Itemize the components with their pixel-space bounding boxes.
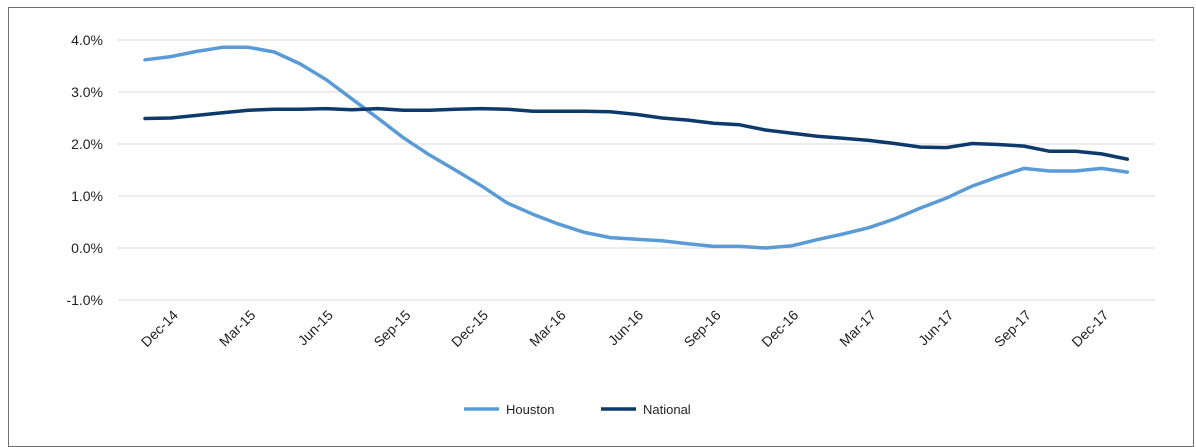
x-tick-label: Dec-17 [1068,307,1111,350]
series-lines [143,45,1130,250]
x-tick-label: Sep-16 [681,307,724,350]
y-tick-label: 2.0% [71,136,103,152]
legend-label-national: National [643,402,691,417]
legend: Houston National [464,402,691,417]
x-tick-label: Jun-17 [915,307,957,349]
x-tick-label: Mar-17 [836,307,879,350]
x-tick-label: Dec-16 [758,307,801,350]
y-axis-tick-labels: 4.0% 3.0% 2.0% 1.0% 0.0% -1.0% [66,32,103,308]
series-line-national [143,106,1130,161]
y-tick-label: 4.0% [71,32,103,48]
y-tick-label: 3.0% [71,84,103,100]
y-tick-label: 1.0% [71,188,103,204]
gridlines [118,39,1155,301]
x-tick-label: Dec-15 [448,307,491,350]
x-tick-label: Mar-16 [526,307,569,350]
series-line-houston [143,45,1130,250]
x-tick-label: Jun-16 [605,307,647,349]
x-tick-label: Sep-15 [370,307,413,350]
x-tick-label: Dec-14 [138,307,181,350]
line-chart: 4.0% 3.0% 2.0% 1.0% 0.0% -1.0% Dec-14 Mar-15 Ju… [66,32,1155,417]
x-tick-label: Sep-17 [991,307,1034,350]
legend-label-houston: Houston [506,402,554,417]
x-tick-label: Mar-15 [216,307,259,350]
x-tick-label: Jun-15 [294,307,336,349]
y-tick-label: -1.0% [66,292,103,308]
x-axis-tick-labels: Dec-14 Mar-15 Jun-15 Sep-15 Dec-15 Mar-16 Jun-… [138,307,1112,350]
y-tick-label: 0.0% [71,240,103,256]
